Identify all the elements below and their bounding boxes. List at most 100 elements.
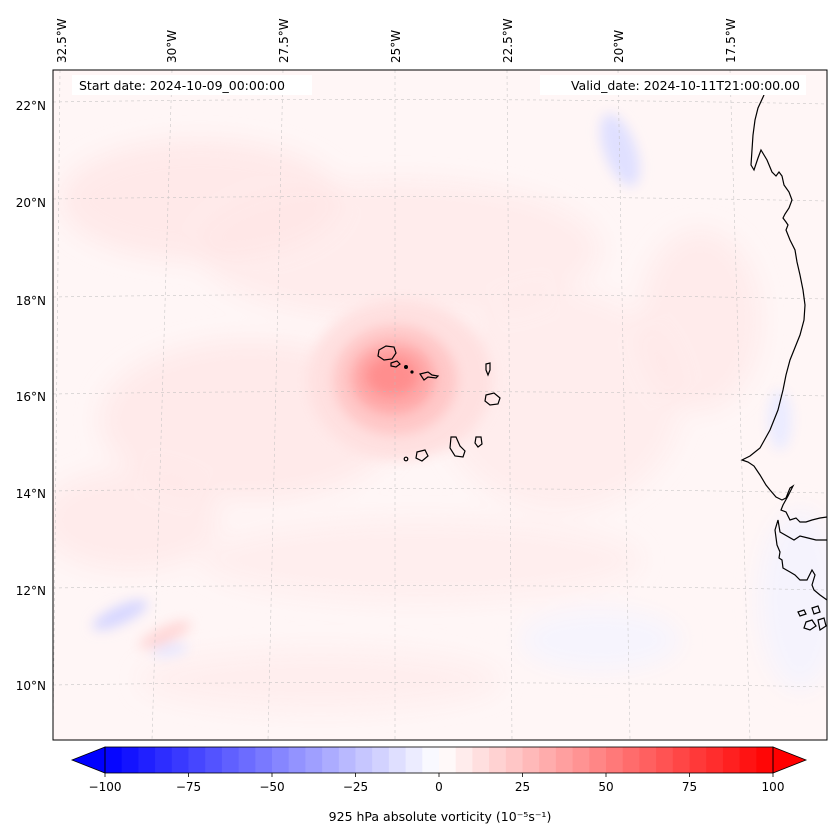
colorbar-segment: [338, 747, 357, 773]
lon-tick-label: 32.5°W: [55, 18, 69, 63]
longitude-tick-labels: 32.5°W 30°W 27.5°W 25°W 22.5°W 20°W 17.5…: [55, 18, 738, 63]
cape-verde-islands: [377, 345, 501, 462]
colorbar-segment: [656, 747, 674, 773]
colorbar-segment: [622, 747, 640, 773]
west-africa-coastline: [740, 94, 827, 631]
colorbar-segment: [221, 747, 240, 773]
vorticity-patch: [200, 520, 640, 600]
island-santo-antao: [377, 345, 397, 361]
parallel-line: [53, 585, 827, 591]
island-boa-vista: [484, 392, 501, 406]
cyclone-vorticity-max: [308, 300, 492, 460]
map-frame: [52, 69, 828, 741]
colorbar-segment: [756, 747, 774, 773]
colorbar-segment: [121, 747, 139, 773]
lon-tick-label: 25°W: [389, 30, 403, 63]
colorbar-segment: [489, 747, 507, 773]
lat-tick-label: 16°N: [16, 390, 46, 404]
colorbar-segments: [105, 747, 774, 773]
vorticity-background-patches: [53, 140, 827, 710]
meridian-line: [506, 70, 513, 740]
vorticity-patch: [140, 650, 500, 710]
colorbar-segment: [689, 747, 707, 773]
island-ilheu: [410, 370, 414, 374]
colorbar-segment: [422, 747, 440, 773]
negative-vorticity-patch: [139, 621, 191, 649]
colorbar: −100 −75 −50 −25 0 25 50 75 100 925 hPa absolute…: [70, 746, 808, 824]
colorbar-tick-label: 25: [515, 780, 530, 794]
island-sao-nicolau: [419, 371, 440, 381]
colorbar-segment: [589, 747, 607, 773]
colorbar-segment: [722, 747, 741, 773]
lon-tick-label: 27.5°W: [277, 18, 291, 63]
vorticity-patch: [440, 290, 680, 510]
colorbar-tick-label: −25: [343, 780, 368, 794]
colorbar-tick-label: −75: [176, 780, 201, 794]
colorbar-tick-label: 50: [598, 780, 613, 794]
start-date-box: [72, 75, 312, 95]
colorbar-segment: [105, 747, 123, 773]
colorbar-segment: [355, 747, 373, 773]
vorticity-patch: [200, 180, 600, 320]
colorbar-segment: [555, 747, 574, 773]
lon-tick-label: 30°W: [165, 30, 179, 63]
colorbar-segment: [171, 747, 190, 773]
lon-tick-label: 22.5°W: [501, 18, 515, 63]
parallel-line: [53, 99, 827, 105]
colorbar-segment: [706, 747, 724, 773]
negative-vorticity-patch: [600, 113, 640, 187]
vorticity-ring: [366, 356, 418, 396]
colorbar-segment: [472, 747, 490, 773]
island-sao-vicente: [390, 360, 401, 368]
meridian-line: [729, 70, 751, 740]
colorbar-tick-label: 75: [682, 780, 697, 794]
colorbar-segment: [155, 747, 173, 773]
colorbar-segment: [372, 747, 390, 773]
valid-date-box: [540, 75, 806, 95]
colorbar-tick-label: −100: [89, 780, 122, 794]
island-santa-luzia: [404, 365, 409, 370]
island-fogo: [415, 449, 429, 462]
colorbar-segment: [439, 747, 457, 773]
parallel-line: [53, 196, 827, 202]
island-brava: [403, 456, 409, 462]
lat-tick-label: 10°N: [16, 679, 46, 693]
negative-vorticity-patch: [92, 599, 148, 631]
colorbar-segment: [388, 747, 407, 773]
coastline-bissagos: [797, 605, 827, 631]
lat-tick-label: 12°N: [16, 584, 46, 598]
map-panel: Start date: 2024-10-09_00:00:00 Valid_da…: [16, 18, 828, 741]
lat-tick-label: 18°N: [16, 294, 46, 308]
lat-tick-label: 14°N: [16, 487, 46, 501]
colorbar-segment: [572, 747, 590, 773]
colorbar-segment: [138, 747, 156, 773]
island-sal: [485, 362, 491, 377]
colorbar-segment: [405, 747, 423, 773]
colorbar-segment: [272, 747, 290, 773]
colorbar-segment: [205, 747, 223, 773]
lon-tick-label: 20°W: [612, 30, 626, 63]
valid-date-label: Valid_date: 2024-10-11T21:00:00.00: [571, 78, 800, 93]
colorbar-segment: [238, 747, 256, 773]
vorticity-patch: [520, 610, 680, 670]
colorbar-tick-label: 0: [435, 780, 443, 794]
colorbar-segment: [639, 747, 657, 773]
colorbar-segment: [522, 747, 540, 773]
colorbar-segment: [305, 747, 323, 773]
graticule: [53, 70, 827, 740]
negative-vorticity-patch: [768, 390, 792, 450]
negative-vorticity-patch: [152, 643, 188, 657]
vorticity-patch: [760, 510, 827, 690]
colorbar-segment: [288, 747, 306, 773]
colorbar-segment: [672, 747, 691, 773]
colorbar-segment: [322, 747, 340, 773]
colorbar-segment: [255, 747, 273, 773]
parallel-line: [53, 294, 827, 300]
colorbar-ticks: −100 −75 −50 −25 0 25 50 75 100: [89, 773, 784, 794]
negative-vorticity-streaks: [92, 113, 792, 657]
lon-tick-label: 17.5°W: [724, 18, 738, 63]
vorticity-field: [53, 70, 827, 740]
parallel-line: [53, 488, 827, 494]
colorbar-segment: [739, 747, 757, 773]
